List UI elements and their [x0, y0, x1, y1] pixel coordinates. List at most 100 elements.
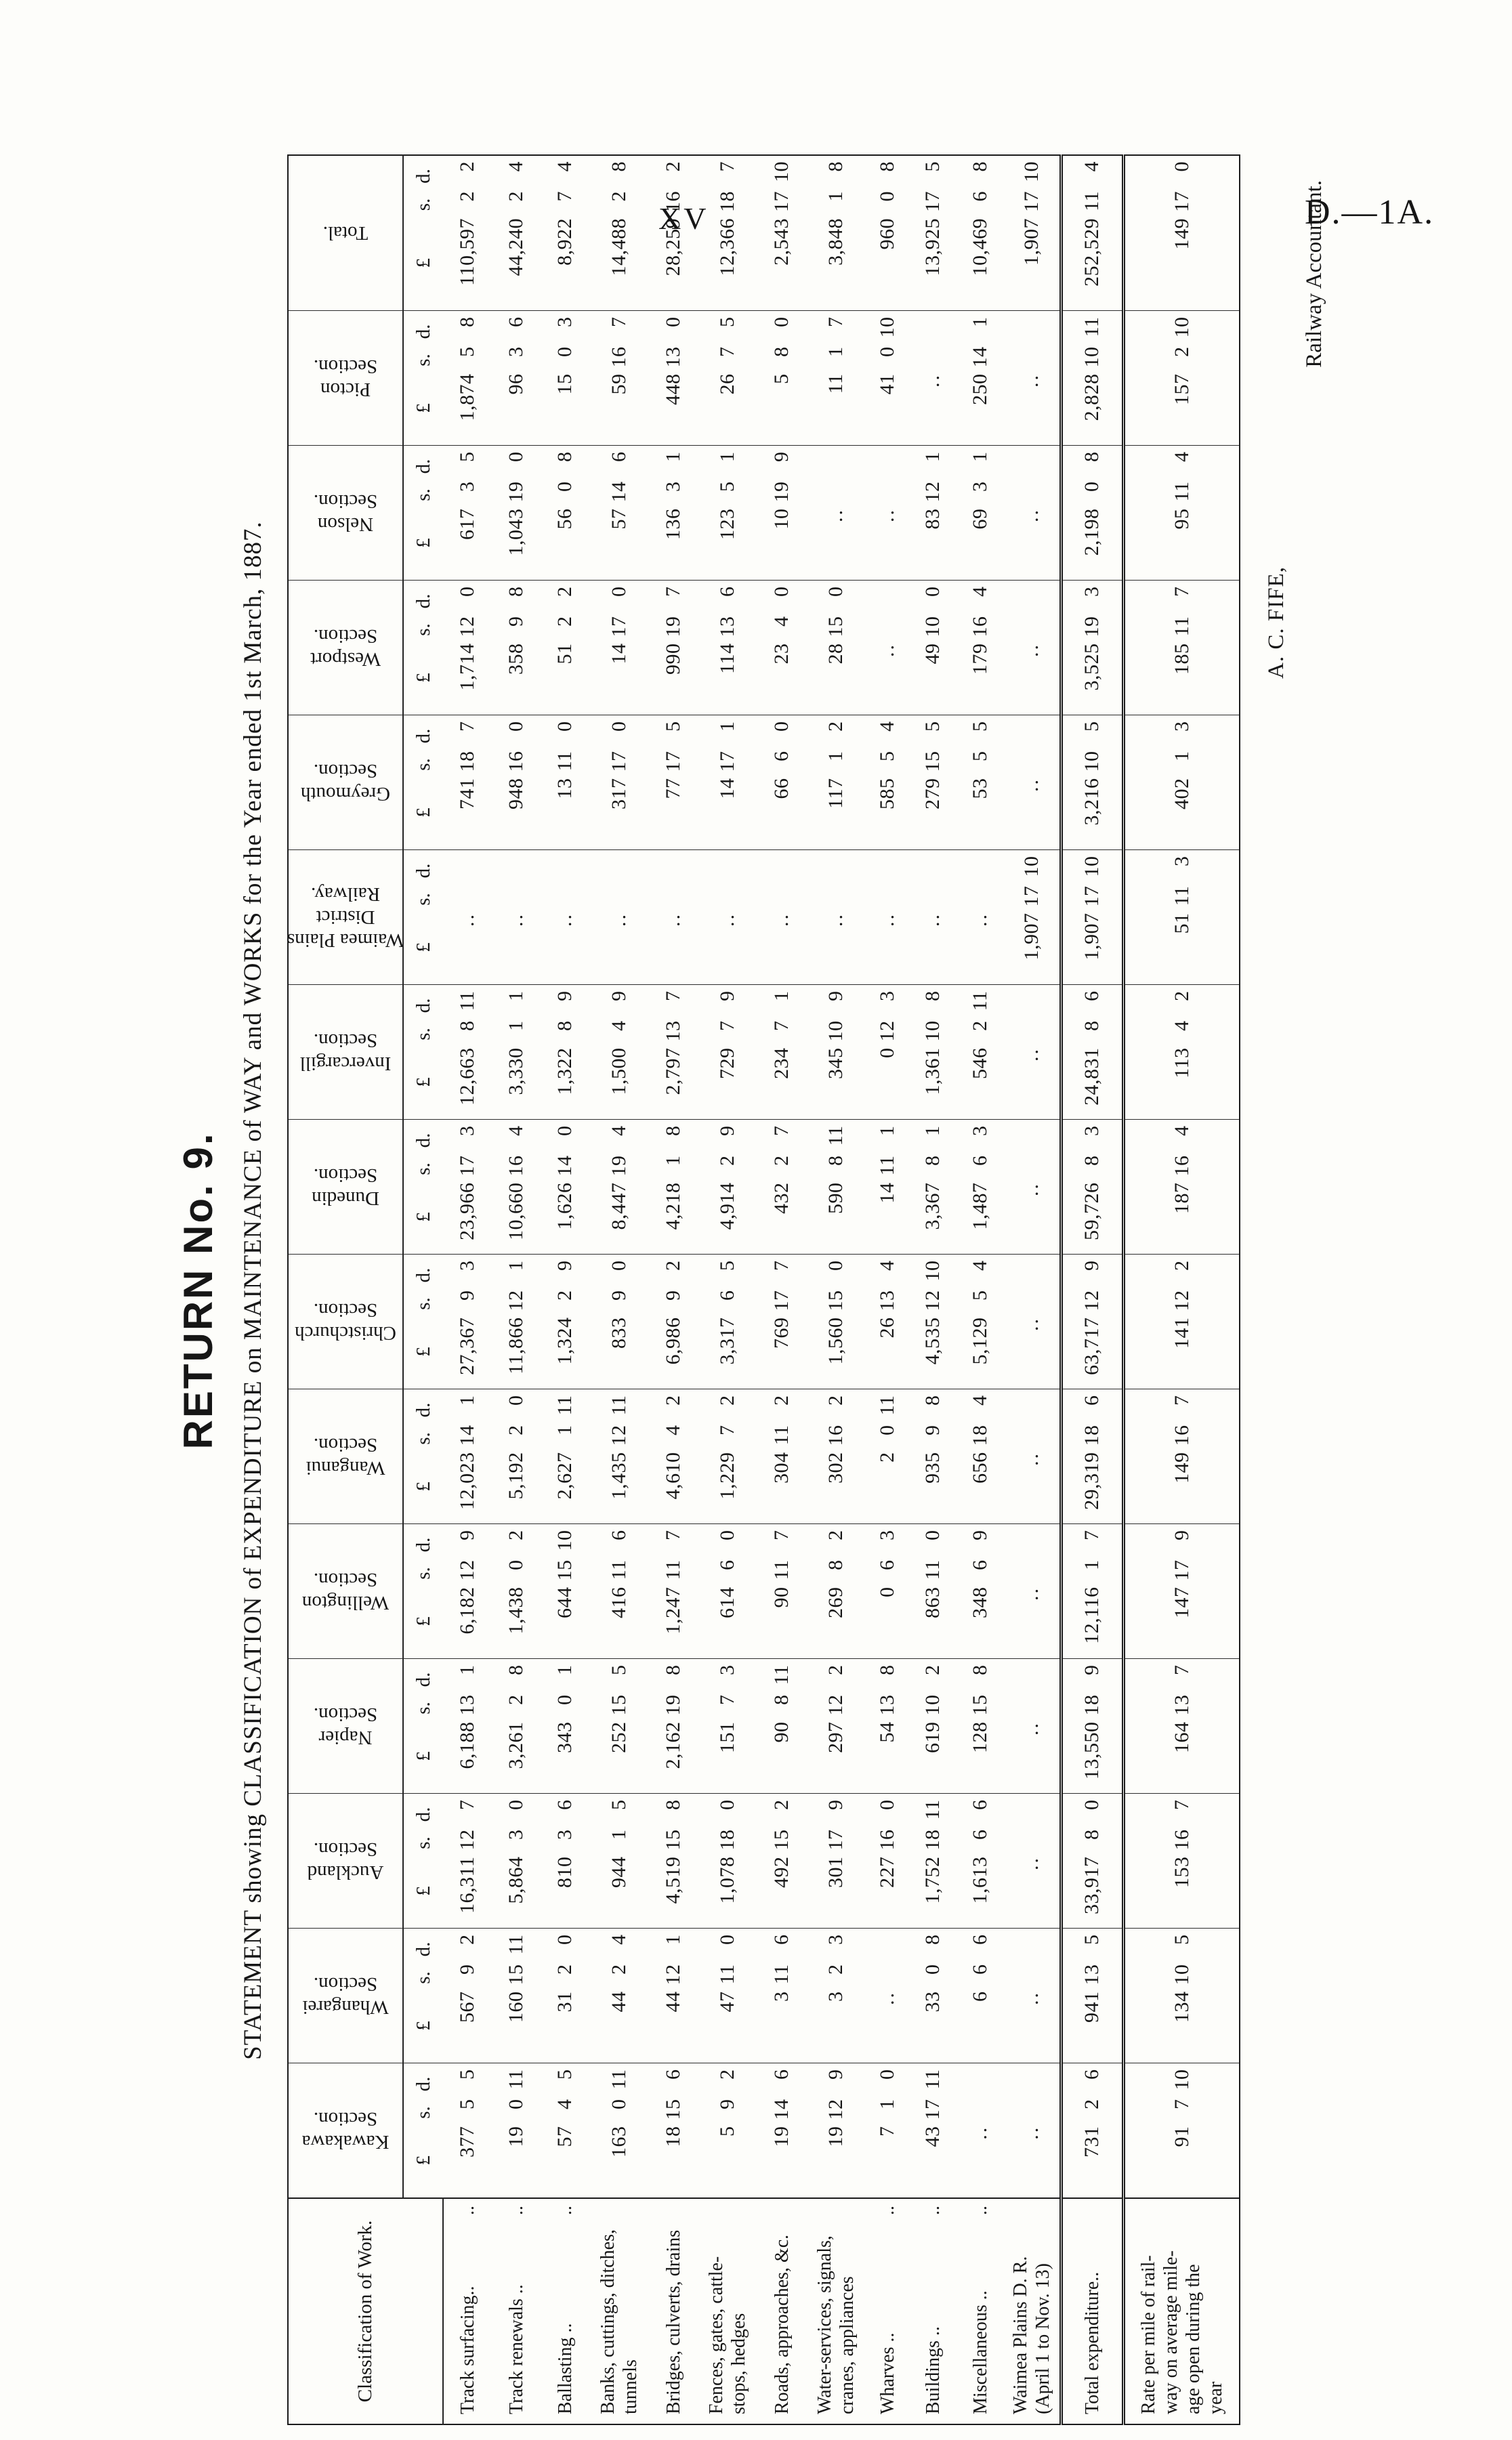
value-cell: 26 7 5: [698, 311, 757, 446]
amount-pounds: 14,488: [608, 218, 630, 276]
value-cell: 19 14 6: [757, 2063, 806, 2198]
table-row: Wharves .... 7 1 0.. 227 16 0 54 13 8 0 6 3 2 0 11 26 13 4…: [866, 155, 909, 2424]
value-cell: 57 4 5: [541, 2063, 589, 2198]
amount-shillings: 2: [505, 1425, 527, 1436]
value-cell: 14,488 2 8: [589, 155, 649, 311]
amount-pence: 11: [553, 1395, 576, 1416]
unit-pence: d.: [412, 593, 434, 609]
value-cell: 185 11 7: [1123, 581, 1240, 715]
amount-shillings: 16: [969, 616, 991, 637]
amount-pounds: 114: [716, 643, 738, 674]
amount-pounds: 1,324: [553, 1317, 576, 1365]
amount-pence: 0: [505, 451, 527, 463]
value-cell: 11 1 7: [806, 311, 866, 446]
amount-shillings: 0: [921, 1964, 944, 1975]
amount-pounds: 117: [824, 778, 847, 809]
amount-pounds: 345: [824, 1047, 847, 1080]
amount-shillings: 12: [608, 1425, 630, 1446]
amount-pence: 3: [716, 1664, 738, 1676]
amount-pounds: 1,078: [716, 1856, 738, 1904]
money-units-cell: £ s. d.: [403, 1255, 443, 1389]
value-cell: 128 15 8: [957, 1659, 1004, 1794]
value-cell: 59,726 8 3: [1061, 1120, 1123, 1255]
amount-pence: 1: [770, 990, 793, 1002]
amount-shillings: 7: [716, 346, 738, 358]
amount-pence: 1: [876, 1125, 898, 1137]
value-cell: 49 10 0: [909, 581, 957, 715]
amount-pounds: 1,613: [969, 1856, 991, 1904]
amount-pounds: 51: [553, 643, 576, 665]
value-cell: 2,543 17 10: [757, 155, 806, 311]
empty-value-dots: ..: [1020, 1586, 1043, 1601]
amount-pence: 9: [969, 1530, 991, 1541]
amount-shillings: 16: [662, 191, 684, 212]
amount-shillings: 3: [456, 481, 478, 492]
row-label: Track surfacing....: [443, 2198, 492, 2424]
value-cell: 252 15 5: [589, 1659, 649, 1794]
value-cell: 14 11 1: [866, 1120, 909, 1255]
value-cell: 157 2 10: [1123, 311, 1240, 446]
value-cell: 44,240 2 4: [492, 155, 541, 311]
amount-shillings: 10: [1170, 1964, 1193, 1985]
amount-pence: 8: [662, 1125, 684, 1137]
row-label: Wharves ....: [866, 2198, 909, 2424]
amount-pence: 6: [1080, 2069, 1103, 2080]
amount-pounds: 23: [770, 643, 793, 665]
value-cell: 16,311 12 7: [443, 1794, 492, 1929]
unit-shillings: s.: [412, 1432, 434, 1445]
value-cell: ..: [1004, 1929, 1061, 2063]
value-cell: 297 12 2: [806, 1659, 866, 1794]
amount-pounds: 1,247: [662, 1586, 684, 1635]
amount-pence: 4: [969, 1395, 991, 1406]
amount-pounds: 3: [770, 1991, 793, 2002]
amount-shillings: 0: [876, 346, 898, 358]
amount-shillings: 11: [770, 1559, 793, 1580]
amount-shillings: 1: [505, 1020, 527, 1032]
value-cell: ..: [1004, 2063, 1061, 2198]
value-cell: 51 11 3: [1123, 850, 1240, 985]
row-label-line: age open during the: [1182, 2264, 1204, 2414]
empty-value-dots: ..: [553, 912, 576, 927]
amount-pence: 8: [921, 1934, 944, 1945]
amount-pence: 9: [770, 451, 793, 463]
amount-pence: 7: [456, 1799, 478, 1811]
value-cell: ..: [909, 850, 957, 985]
value-cell: 77 17 5: [649, 715, 698, 850]
amount-pence: 0: [505, 1395, 527, 1406]
money-units-cell: £ s. d.: [403, 446, 443, 581]
row-label-line: Total expenditure..: [1081, 2271, 1103, 2414]
amount-pence: 7: [1170, 1664, 1193, 1676]
amount-pence: 0: [876, 2069, 898, 2080]
amount-shillings: 10: [1080, 751, 1103, 772]
amount-pounds: 54: [876, 1721, 898, 1743]
amount-pounds: 43: [921, 2126, 944, 2147]
amount-pounds: 3,261: [505, 1721, 527, 1769]
amount-pounds: 302: [824, 1452, 847, 1484]
value-cell: 3,330 1 1: [492, 985, 541, 1120]
column-header-westport: Westport Section.: [288, 581, 403, 715]
money-units-cell: £ s. d.: [403, 1794, 443, 1929]
value-cell: 15 0 3: [541, 311, 589, 446]
amount-pounds: 3,848: [824, 218, 847, 266]
empty-value-dots: ..: [1020, 1856, 1043, 1870]
value-cell: 18 15 6: [649, 2063, 698, 2198]
value-cell: 160 15 11: [492, 1929, 541, 2063]
value-cell: 617 3 5: [443, 446, 492, 581]
column-header-wanganui: Wanganui Section.: [288, 1389, 403, 1524]
amount-pence: 11: [456, 990, 478, 1011]
empty-value-dots: ..: [1020, 1452, 1043, 1466]
row-label: Track renewals ....: [492, 2198, 541, 2424]
row-label-line: Fences, gates, cattle-: [706, 2256, 727, 2414]
amount-pence: 11: [921, 1799, 944, 1820]
value-cell: 3 2 3: [806, 1929, 866, 2063]
amount-pence: 8: [921, 1395, 944, 1406]
empty-value-dots: ..: [1020, 1991, 1043, 2005]
amount-pounds: 614: [716, 1586, 738, 1619]
amount-shillings: 8: [824, 1155, 847, 1166]
amount-shillings: 13: [662, 346, 684, 368]
row-label: Water-services, signals, cranes, applianc…: [806, 2198, 866, 2424]
section-name: Kawakawa Section.: [301, 2108, 390, 2153]
dot-leader: ..: [877, 2206, 898, 2215]
empty-value-dots: ..: [1020, 643, 1043, 657]
